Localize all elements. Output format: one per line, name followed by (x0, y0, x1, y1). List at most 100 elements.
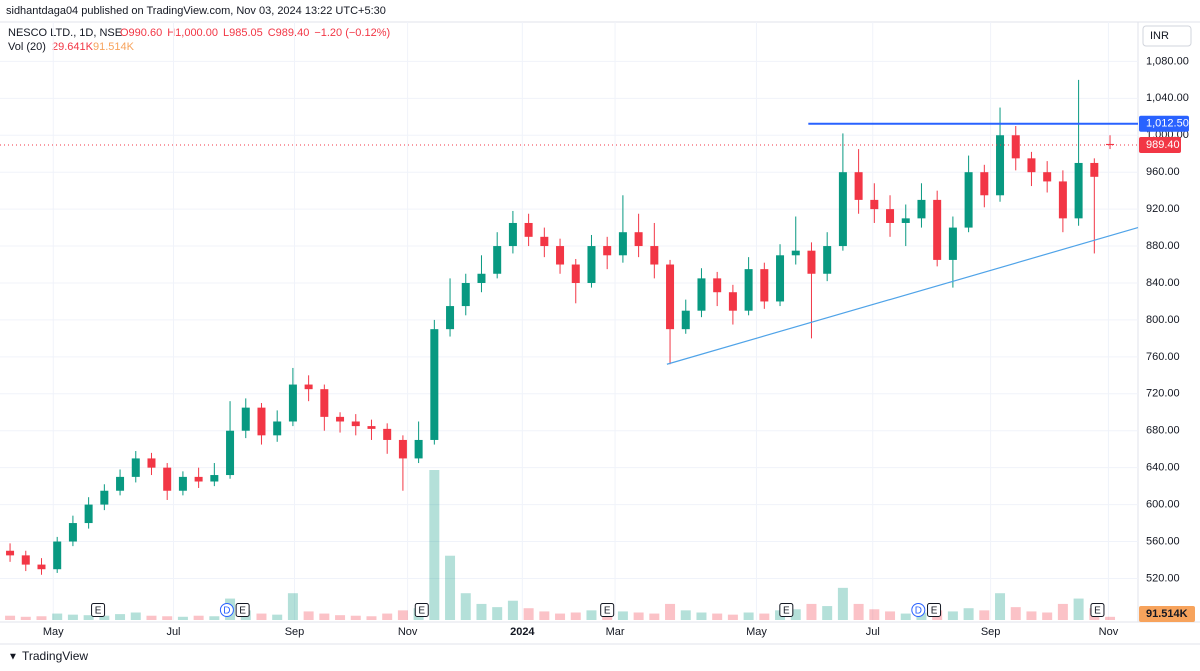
candle-body (37, 564, 46, 570)
x-tick-label: May (43, 626, 64, 638)
volume-bar (1073, 598, 1084, 620)
y-tick-label: 760.00 (1146, 351, 1180, 363)
x-tick-label: Jul (166, 626, 180, 638)
y-tick-label: 640.00 (1146, 462, 1180, 474)
volume-bar (696, 612, 707, 620)
candle-body (634, 232, 643, 247)
volume-bar (429, 470, 440, 620)
brand: TradingView (22, 649, 88, 663)
event-label: E (783, 606, 790, 617)
candle-body (964, 172, 973, 228)
x-tick-label: Sep (981, 626, 1001, 638)
volume-bar (979, 610, 990, 620)
volume-bar (382, 613, 393, 620)
y-tick-label: 520.00 (1146, 572, 1180, 584)
currency-box[interactable] (1142, 25, 1192, 47)
candle-body (508, 222, 517, 247)
candle-body (273, 421, 282, 436)
volume-bar (885, 611, 896, 620)
candle-body (650, 246, 659, 265)
volume-bar (790, 609, 801, 620)
volume-bar (476, 603, 487, 620)
y-tick-label: 680.00 (1146, 425, 1180, 437)
brand-logo: ▼ (8, 652, 18, 663)
candle-body (870, 199, 879, 210)
event-label: E (931, 606, 938, 617)
candle-body (996, 135, 1005, 196)
candle-body (367, 426, 376, 429)
volume-bar (1042, 612, 1053, 620)
event-badge (779, 603, 794, 617)
volume-bar (523, 608, 534, 620)
ohlc-value: O990.60 (120, 27, 162, 39)
volume-bar (1057, 603, 1068, 620)
candle-body (226, 430, 235, 476)
candle-body (854, 172, 863, 200)
candle-body (493, 246, 502, 274)
volume-ma-label: 91.514K (1146, 608, 1188, 620)
candle-body (713, 278, 722, 293)
candle-body (257, 407, 266, 436)
candle-body (414, 439, 423, 459)
volume-bar (492, 607, 503, 620)
candle-body (618, 232, 627, 256)
volume-ma: 91.514K (93, 41, 135, 53)
volume-bar (555, 613, 566, 620)
volume-bar (570, 612, 581, 620)
volume-bar (130, 612, 141, 620)
event-label: E (239, 606, 246, 617)
candle-body (163, 467, 172, 491)
candle-body (178, 476, 187, 491)
volume-bar (177, 616, 188, 620)
candle-body (210, 475, 219, 482)
ohlc-value: −1.20 (−0.12%) (314, 27, 390, 39)
y-tick-label: 880.00 (1146, 240, 1180, 252)
volume-bar (837, 587, 848, 620)
volume-bar (5, 615, 16, 620)
y-tick-label: 560.00 (1146, 535, 1180, 547)
candle-body (556, 246, 565, 265)
volume-bar (617, 611, 628, 620)
candle-body (131, 458, 140, 477)
candle-body (100, 490, 109, 505)
event-label: E (1094, 606, 1101, 617)
volume-bar (963, 608, 974, 620)
volume-bar (712, 613, 723, 620)
volume-bar (36, 616, 47, 620)
candle-body (1074, 162, 1083, 219)
symbol: NESCO LTD., 1D, NSE (8, 27, 122, 39)
candle-body (1106, 143, 1115, 146)
volume-ma-box (1139, 606, 1195, 622)
volume-bar (209, 616, 220, 620)
y-tick-label: 600.00 (1146, 498, 1180, 510)
volume-bar (1010, 607, 1021, 620)
candle-body (241, 407, 250, 431)
volume-bar (303, 611, 314, 620)
candle-body (84, 504, 93, 524)
candle-body (901, 218, 910, 223)
volume-bar (272, 614, 283, 620)
candle-body (587, 246, 596, 283)
volume-bar (806, 603, 817, 620)
candle-body (398, 439, 407, 459)
candle-body (760, 269, 769, 302)
candle-body (917, 199, 926, 219)
ohlc-value: C989.40 (268, 27, 310, 39)
volume-bar (67, 614, 78, 620)
event-badge (600, 603, 615, 617)
volume-bar (539, 611, 550, 620)
grid (0, 22, 1138, 620)
y-tick-label: 840.00 (1146, 277, 1180, 289)
candle-body (383, 428, 392, 440)
event-label: D (223, 606, 230, 617)
candle-body (933, 199, 942, 260)
event-badge (219, 603, 234, 617)
candle-body (446, 306, 455, 330)
x-tick-label: Sep (285, 626, 305, 638)
volume-bar (633, 612, 644, 620)
candle-body (461, 282, 470, 307)
candle-body (948, 227, 957, 260)
candle-body (791, 250, 800, 256)
x-tick-label: Jul (866, 626, 880, 638)
